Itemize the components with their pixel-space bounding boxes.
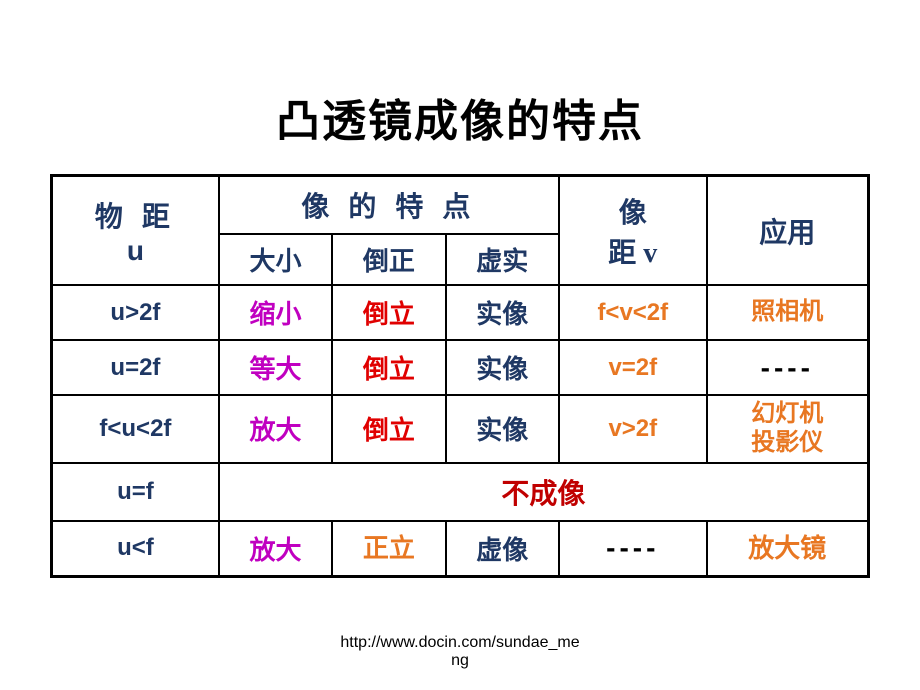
cell-u: u<f [52,521,219,577]
cell-application: 放大镜 [707,521,869,577]
cell-u: f<u<2f [52,395,219,463]
footer-line1: http://www.docin.com/sundae_me [340,634,579,651]
cell-real-virtual: 虚像 [446,521,559,577]
cell-v: ---- [559,521,707,577]
header-object-distance-label: 物 距 [57,195,214,235]
header-row-1: 物 距 u 像 的 特 点 像 距 v 应用 [52,176,869,235]
table-row: f<u<2f 放大 倒立 实像 v>2f 幻灯机 投影仪 [52,395,869,463]
header-object-distance-sub: u [57,235,214,267]
cell-no-image: 不成像 [219,463,869,521]
header-orientation: 倒正 [332,234,445,285]
cell-application: 照相机 [707,285,869,340]
cell-application: 幻灯机 投影仪 [707,395,869,463]
cell-v: v>2f [559,395,707,463]
cell-v: f<v<2f [559,285,707,340]
header-application: 应用 [707,176,869,286]
table-row: u>2f 缩小 倒立 实像 f<v<2f 照相机 [52,285,869,340]
header-real-virtual: 虚实 [446,234,559,285]
cell-size: 放大 [219,395,332,463]
header-object-distance: 物 距 u [52,176,219,286]
header-image-distance: 像 距 v [559,176,707,286]
table-row: u=2f 等大 倒立 实像 v=2f ---- [52,340,869,395]
footer-url: http://www.docin.com/sundae_me ng [0,634,920,670]
footer-line2: ng [451,652,469,669]
cell-orientation: 倒立 [332,340,445,395]
header-image-features: 像 的 特 点 [219,176,559,235]
cell-size: 放大 [219,521,332,577]
cell-size: 等大 [219,340,332,395]
cell-u: u>2f [52,285,219,340]
cell-size: 缩小 [219,285,332,340]
cell-real-virtual: 实像 [446,285,559,340]
lens-table: 物 距 u 像 的 特 点 像 距 v 应用 大小 倒正 虚实 u>2f 缩小 … [50,174,870,578]
header-image-distance-sub: 距 v [564,231,702,271]
cell-u: u=2f [52,340,219,395]
table-row: u<f 放大 正立 虚像 ---- 放大镜 [52,521,869,577]
cell-v: v=2f [559,340,707,395]
cell-orientation: 正立 [332,521,445,577]
cell-real-virtual: 实像 [446,340,559,395]
cell-real-virtual: 实像 [446,395,559,463]
header-image-distance-label: 像 [564,191,702,231]
cell-orientation: 倒立 [332,395,445,463]
header-size: 大小 [219,234,332,285]
table-container: 物 距 u 像 的 特 点 像 距 v 应用 大小 倒正 虚实 u>2f 缩小 … [0,174,920,578]
cell-u: u=f [52,463,219,521]
page-title: 凸透镜成像的特点 [0,0,920,174]
cell-application: ---- [707,340,869,395]
table-row: u=f 不成像 [52,463,869,521]
cell-orientation: 倒立 [332,285,445,340]
